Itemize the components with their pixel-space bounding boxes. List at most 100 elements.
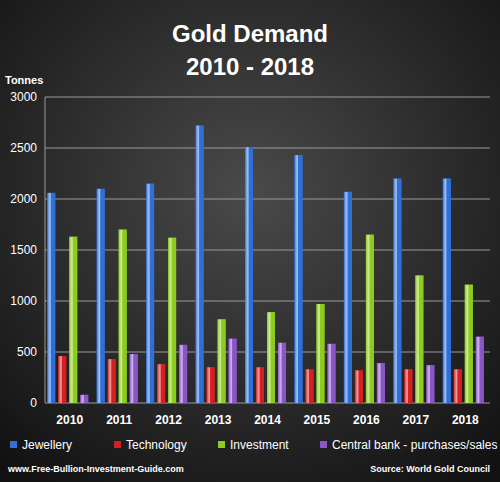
bar-group [415, 276, 423, 404]
bar-group [119, 230, 127, 403]
y-tick-label: 2000 [10, 192, 37, 206]
bar [168, 238, 176, 403]
bar-shine [344, 192, 352, 403]
y-axis-label: Tonnes [5, 74, 43, 86]
x-tick-label: 2014 [254, 413, 281, 427]
bar [218, 319, 226, 403]
bar-shine [47, 193, 55, 403]
bar-shine [196, 126, 204, 403]
bar [69, 237, 77, 403]
bar [377, 363, 385, 403]
bar-shine [305, 369, 313, 403]
bar-shine [207, 367, 215, 403]
bar-group [393, 179, 401, 403]
bar [229, 339, 237, 403]
bar [58, 356, 66, 403]
bar [278, 343, 286, 403]
x-tick-label: 2017 [402, 413, 429, 427]
bar [465, 285, 473, 403]
x-tick-label: 2018 [452, 413, 479, 427]
bar-group [108, 359, 116, 403]
bar-shine [245, 147, 253, 403]
bar-group [146, 184, 154, 403]
y-tick-label: 3000 [10, 90, 37, 104]
bar-shine [130, 354, 138, 403]
bar-shine [476, 337, 484, 403]
bar-group [426, 365, 434, 403]
bar-shine [119, 230, 127, 403]
legend: Jewellery Technology Investment Central ban… [10, 438, 497, 452]
bar [355, 370, 363, 403]
bar-group [229, 339, 237, 403]
bar [108, 359, 116, 403]
y-tick-label: 1000 [10, 294, 37, 308]
bar-group [366, 235, 374, 403]
bar [294, 155, 302, 403]
bar-group [377, 363, 385, 403]
bar-shine [426, 365, 434, 403]
legend-label: Investment [230, 438, 289, 452]
bar-shine [355, 370, 363, 403]
subtitle: 2010 - 2018 [186, 53, 314, 80]
bar-group [97, 189, 105, 403]
bar [366, 235, 374, 403]
bar-shine [327, 344, 335, 403]
legend-swatch [320, 441, 327, 448]
bar-group [465, 285, 473, 403]
bar-group [218, 319, 226, 403]
bar [119, 230, 127, 403]
grid-line [45, 199, 490, 200]
bar-group [355, 370, 363, 403]
x-tick-label: 2016 [353, 413, 380, 427]
y-tick-label: 0 [30, 396, 37, 410]
y-axis-line [45, 97, 46, 403]
legend-label: Technology [126, 438, 187, 452]
grid-line [45, 250, 490, 251]
bars [47, 126, 484, 403]
bar-shine [294, 155, 302, 403]
bar [207, 367, 215, 403]
bar-group [245, 147, 253, 403]
bar [47, 193, 55, 403]
bar-shine [218, 319, 226, 403]
bar-group [256, 367, 264, 403]
bar [305, 369, 313, 403]
bar [316, 304, 324, 403]
bar-group [443, 179, 451, 403]
bar [344, 192, 352, 403]
grid-line [45, 97, 490, 98]
bar-shine [179, 345, 187, 403]
bar-shine [69, 237, 77, 403]
legend-label: Jewellery [22, 438, 72, 452]
bar-group [278, 343, 286, 403]
bar-group [58, 356, 66, 403]
bar [404, 369, 412, 403]
bar-shine [278, 343, 286, 403]
bar-group [130, 354, 138, 403]
chart: Gold Demand2010 - 2018Tonnes050010001500… [0, 0, 500, 482]
bar-group [454, 369, 462, 403]
bar-shine [316, 304, 324, 403]
bar-shine [366, 235, 374, 403]
legend-swatch [10, 441, 17, 448]
bar [80, 395, 88, 403]
bar-group [80, 395, 88, 403]
bar [245, 147, 253, 403]
x-tick-label: 2015 [304, 413, 331, 427]
bar [476, 337, 484, 403]
bar [415, 276, 423, 404]
legend-label: Central bank - purchases/sales [332, 438, 497, 452]
bar-group [294, 155, 302, 403]
bar-group [179, 345, 187, 403]
y-tick-label: 1500 [10, 243, 37, 257]
bar-group [207, 367, 215, 403]
bar-group [157, 364, 165, 403]
legend-swatch [218, 441, 225, 448]
bar-shine [377, 363, 385, 403]
bar-shine [80, 395, 88, 403]
bar-group [476, 337, 484, 403]
y-tick-label: 500 [17, 345, 37, 359]
bar-group [69, 237, 77, 403]
x-tick-label: 2013 [205, 413, 232, 427]
bar-shine [168, 238, 176, 403]
